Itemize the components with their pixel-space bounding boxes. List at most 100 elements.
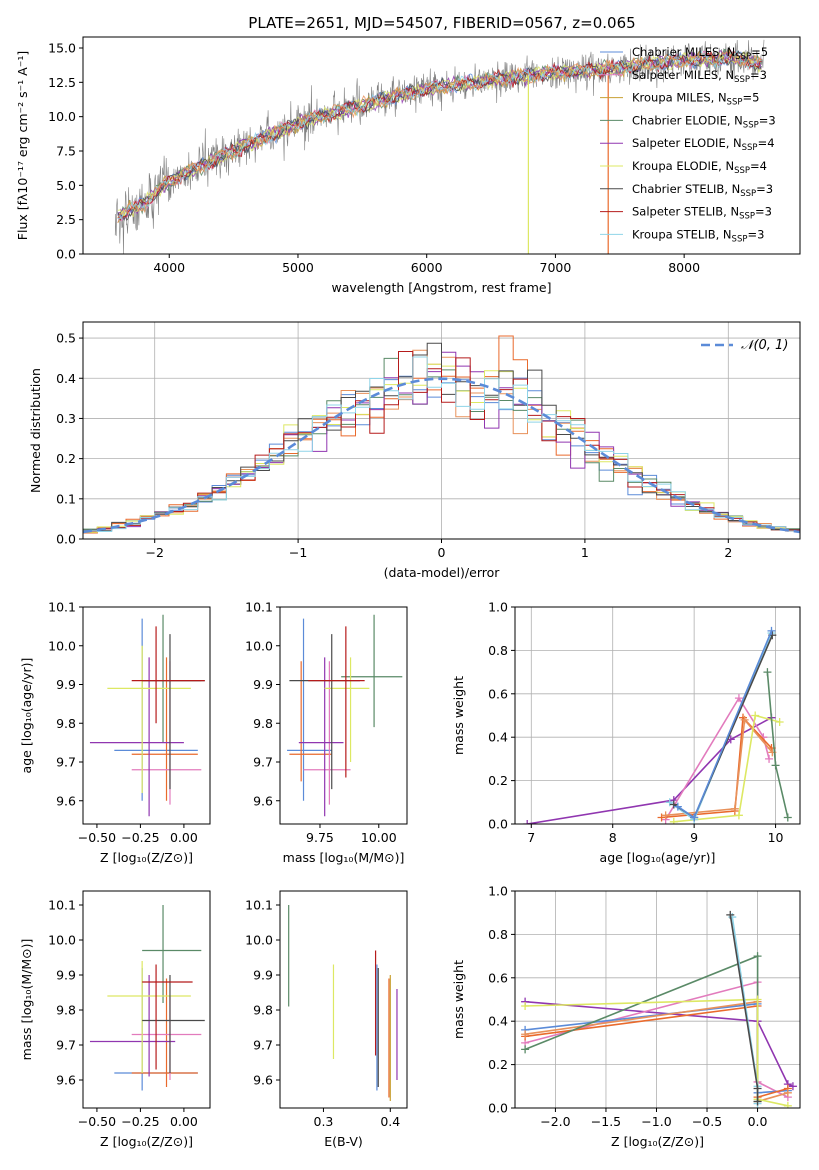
mass-weight-series-line [525, 998, 789, 1107]
y-tick-label: 12.5 [48, 75, 76, 90]
x-tick-label: −0.50 [78, 1114, 116, 1129]
mass-weight-marker [753, 1097, 762, 1106]
y-tick-label: 9.6 [56, 1073, 76, 1088]
x-tick-label: 0.00 [170, 830, 198, 845]
legend-label-suffix: =3 [755, 205, 772, 219]
legend-label: 𝒩(0, 1) [741, 338, 788, 353]
figure-title: PLATE=2651, MJD=54507, FIBERID=0567, z=0… [248, 14, 635, 32]
y-tick-label: 15.0 [48, 40, 76, 55]
mass-weight-marker [734, 694, 743, 703]
x-tick-label: −2 [145, 545, 163, 560]
y-tick-label: 0.2 [488, 773, 508, 788]
y-tick-label: 10.0 [245, 638, 273, 653]
y-axis-label: mass weight [451, 960, 466, 1039]
mass-weight-marker [657, 813, 666, 822]
y-tick-label: 9.6 [56, 793, 76, 808]
y-tick-label: 0.2 [56, 451, 76, 466]
axes-frame [82, 890, 211, 1109]
legend-label-main: Salpeter ELODIE, N [632, 136, 742, 150]
mass-weight-series-line [525, 1000, 794, 1088]
legend-label-sub: SSP [734, 166, 750, 176]
mass-weight-marker [669, 817, 678, 824]
x-axis-label: (data-model)/error [384, 565, 501, 580]
legend-label-suffix: =3 [750, 68, 767, 82]
legend-label-suffix: =3 [756, 182, 773, 196]
y-tick-label: 0.2 [488, 1057, 508, 1072]
y-tick-label: 0.1 [56, 491, 76, 506]
plot-area [114, 39, 765, 254]
chart-residuals: −2 −1 0 1 2 0.0 0.1 0.2 0.3 0.4 0.5 (data-model)/er… [28, 321, 801, 580]
mass-weight-marker [763, 668, 772, 677]
legend-label: Kroupa MILES, NSSP=5 [632, 91, 759, 108]
mass-weight-marker [673, 802, 682, 811]
legend-label-sub: SSP [740, 189, 756, 199]
axes-frame [279, 890, 408, 1109]
y-tick-label: 9.6 [253, 1073, 273, 1088]
mass-weight-marker [521, 1045, 530, 1054]
y-tick-label: 10.1 [48, 600, 76, 615]
mass-weight-marker [788, 1082, 797, 1091]
y-tick-label: 10.1 [48, 898, 76, 913]
legend-label-sub: SSP [727, 98, 743, 108]
legend-label-main: Salpeter STELIB, N [632, 205, 739, 219]
axes-frame [514, 890, 801, 1109]
axes-frame [82, 36, 801, 255]
y-tick-label: 0.6 [488, 686, 508, 701]
x-tick-label: 5000 [282, 260, 314, 275]
mass-weight-marker [740, 715, 749, 724]
normal-distribution-curve [83, 377, 800, 534]
mass-weight-series-line [665, 717, 773, 817]
mass-weight-marker [753, 995, 762, 1004]
plot-area [83, 335, 800, 534]
mass-weight-marker [521, 1030, 530, 1039]
chart-massweight-vs-Z: −2.0 −1.5 −1.0 −0.5 0.0 0.0 0.2 0.4 0.6 0.8 1.0 Z [… [451, 884, 801, 1149]
legend-label-sub: SSP [739, 212, 755, 222]
y-tick-label: 1.0 [488, 600, 508, 615]
legend-label: Salpeter ELODIE, NSSP=4 [632, 136, 775, 153]
y-tick-label: 9.9 [253, 968, 273, 983]
plot-area [287, 614, 403, 817]
legend-label: Salpeter MILES, NSSP=3 [632, 68, 767, 85]
y-tick-label: 5.0 [56, 178, 76, 193]
legend-label-sub: SSP [743, 120, 759, 130]
plot-area [521, 910, 797, 1108]
mass-weight-marker [783, 1088, 792, 1097]
mass-weight-marker [734, 811, 743, 820]
x-axis-label: Z [log₁₀(Z/Z⊙)] [100, 850, 193, 865]
y-axis-label: Flux [fλ10⁻¹⁷ erg cm⁻² s⁻¹ A⁻¹] [15, 51, 30, 240]
y-tick-label: 10.0 [48, 933, 76, 948]
x-axis-label: Z [log₁₀(Z/Z⊙)] [100, 1134, 193, 1149]
legend-label-main: Chabrier ELODIE, N [632, 113, 743, 127]
x-axis-label: Z [log₁₀(Z/Z⊙)] [611, 1134, 704, 1149]
y-tick-label: 9.8 [253, 716, 273, 731]
mass-weight-marker [730, 804, 739, 813]
mass-weight-series-line [664, 696, 770, 821]
x-tick-label: 6000 [411, 260, 443, 275]
legend-label: Chabrier MILES, NSSP=5 [632, 45, 768, 62]
y-tick-label: 9.7 [56, 1038, 76, 1053]
y-tick-label: 9.7 [253, 1038, 273, 1053]
y-tick-label: 9.8 [56, 1003, 76, 1018]
chart-age-vs-Z: −0.50 −0.25 0.00 9.6 9.7 9.8 9.9 10.0 10.1 Z [log… [19, 600, 211, 865]
y-tick-label: 0.0 [488, 817, 508, 832]
mass-weight-marker [767, 626, 776, 635]
chart-mass-vs-EBV: 0.3 0.4 9.6 9.7 9.8 9.9 10.0 10.1 E(B-V) [245, 890, 408, 1149]
y-tick-label: 0.0 [56, 532, 76, 547]
x-tick-label: 10 [768, 830, 784, 845]
plot-area [288, 905, 398, 1101]
chart-age-vs-mass: 9.75 10.00 9.6 9.7 9.8 9.9 10.0 10.1 mass [log₁₀… [245, 600, 408, 865]
y-tick-label: 0.4 [488, 1014, 508, 1029]
mass-weight-marker [783, 813, 792, 822]
x-tick-label: −0.25 [121, 830, 159, 845]
y-tick-label: 0.3 [56, 411, 76, 426]
legend-label-sub: SSP [734, 75, 750, 85]
axes-frame [82, 606, 211, 825]
x-tick-label: 0.3 [314, 1114, 334, 1129]
x-tick-label: 7 [527, 830, 535, 845]
y-tick-label: 0.8 [488, 643, 508, 658]
y-tick-label: 9.9 [253, 677, 273, 692]
y-tick-label: 7.5 [56, 143, 76, 158]
x-tick-label: 0.4 [380, 1114, 400, 1129]
y-tick-label: 9.9 [56, 968, 76, 983]
axes-frame [514, 606, 801, 825]
